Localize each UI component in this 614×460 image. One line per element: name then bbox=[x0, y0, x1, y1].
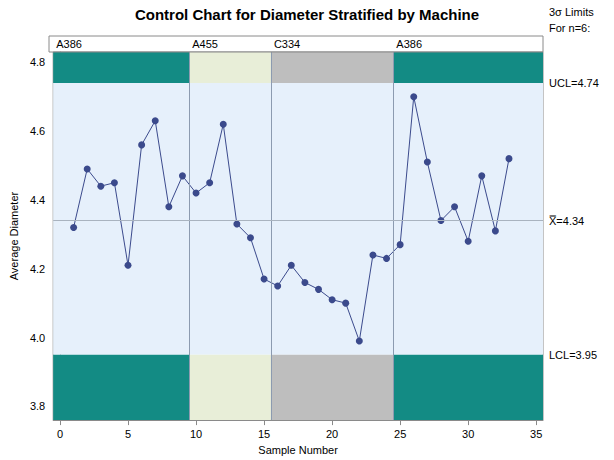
svg-text:4.4: 4.4 bbox=[30, 194, 45, 206]
svg-text:10: 10 bbox=[190, 428, 202, 440]
svg-text:35: 35 bbox=[530, 428, 542, 440]
svg-text:Sample Number: Sample Number bbox=[258, 444, 338, 456]
svg-text:For n=6:: For n=6: bbox=[549, 22, 590, 34]
svg-text:4.0: 4.0 bbox=[30, 332, 45, 344]
svg-text:Average Diameter: Average Diameter bbox=[8, 191, 20, 280]
svg-text:25: 25 bbox=[394, 428, 406, 440]
svg-text:30: 30 bbox=[462, 428, 474, 440]
svg-text:3.8: 3.8 bbox=[30, 400, 45, 412]
svg-text:15: 15 bbox=[258, 428, 270, 440]
svg-text:4.2: 4.2 bbox=[30, 263, 45, 275]
svg-text:3σ Limits: 3σ Limits bbox=[549, 6, 594, 18]
svg-text:LCL=3.95: LCL=3.95 bbox=[549, 349, 597, 361]
svg-text:Control Chart for Diameter Str: Control Chart for Diameter Stratified by… bbox=[135, 6, 479, 23]
svg-text:4.6: 4.6 bbox=[30, 125, 45, 137]
svg-text:5: 5 bbox=[125, 428, 131, 440]
svg-text:4.8: 4.8 bbox=[30, 56, 45, 68]
svg-text:UCL=4.74: UCL=4.74 bbox=[549, 77, 599, 89]
svg-text:0: 0 bbox=[57, 428, 63, 440]
svg-text:20: 20 bbox=[326, 428, 338, 440]
svg-text:X̿=4.34: X̿=4.34 bbox=[549, 215, 585, 227]
